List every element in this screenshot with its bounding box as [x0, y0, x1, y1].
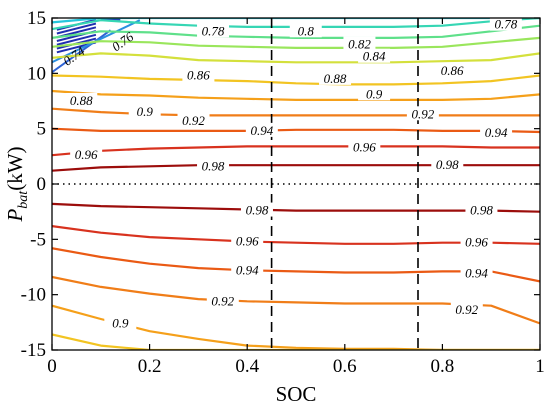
y-tick-label: -5 — [30, 229, 46, 250]
contour-label: 0.82 — [348, 37, 371, 52]
contour-label: 0.98 — [436, 157, 459, 172]
contour-label-bg — [240, 202, 273, 217]
y-tick-label: 10 — [27, 63, 46, 84]
contour-label: 0.98 — [246, 203, 269, 218]
marker-layer — [52, 18, 540, 350]
contour-label-bg — [460, 265, 493, 280]
contour-label-bg — [182, 67, 215, 82]
x-axis-title: SOC — [276, 382, 317, 406]
contour-label: 0.92 — [211, 293, 234, 308]
contour-label-layer: 0.740.76 0.78 0.780.80.820.840.86 0.860.880… — [60, 16, 522, 330]
y-axis-title: Pbat(kW) — [3, 146, 31, 222]
contour-label: 0.92 — [455, 302, 478, 317]
contour-label: 0.8 — [298, 23, 315, 38]
contour-line-0.86 — [52, 52, 540, 64]
contour-label-bg — [70, 147, 103, 162]
contour-label-bg — [65, 93, 98, 107]
contour-label: 0.94 — [465, 266, 488, 281]
contour-label-bg — [197, 23, 230, 38]
contour-label-bg — [177, 112, 210, 127]
contour-label: 0.94 — [485, 125, 508, 140]
contour-label-bg — [197, 158, 230, 173]
corner-hatch — [56, 22, 97, 35]
contour-line-0.82 — [52, 24, 540, 40]
contour-label-bg — [358, 48, 391, 63]
contour-label: 0.9 — [366, 86, 383, 101]
x-tick-label: 0.6 — [333, 356, 357, 377]
contour-label-bg — [460, 234, 493, 249]
y-axis-title-main: P — [3, 209, 27, 223]
contour-label-bg — [206, 293, 239, 308]
contour-line-0.94 — [52, 247, 540, 283]
contour-line-0.98 — [52, 202, 540, 213]
contour-label-bg — [343, 36, 376, 51]
contour-label: 0.96 — [353, 139, 376, 154]
contour-label: 0.78 — [202, 23, 225, 38]
contour-line-0.74 — [52, 29, 112, 74]
contour-label-bg — [450, 302, 483, 317]
contour-label-bg — [289, 23, 322, 38]
contour-label-bg — [104, 315, 137, 330]
contour-line-0.94 — [52, 127, 540, 134]
contour-label-bg — [489, 16, 522, 31]
contour-label: 0.88 — [324, 71, 347, 86]
contour-label: 0.86 — [187, 68, 210, 83]
contour-label-bg — [431, 157, 464, 172]
contour-label: 0.88 — [70, 93, 93, 108]
contour-label: 0.92 — [412, 106, 435, 121]
x-tick-label: 1 — [535, 356, 545, 377]
y-tick-label: 0 — [37, 174, 47, 195]
contour-label-bg — [406, 106, 439, 121]
y-tick-label: -15 — [21, 340, 46, 361]
contour-label-bg — [436, 63, 469, 78]
y-axis-title-sub: bat — [16, 190, 31, 209]
contour-label-bg — [245, 122, 278, 137]
contour-line-0.88 — [52, 74, 540, 86]
contour-label: 0.96 — [75, 147, 98, 162]
x-tick-label: 0.4 — [235, 356, 259, 377]
contour-label: 0.98 — [202, 158, 225, 173]
contour-label: 0.92 — [182, 113, 205, 128]
x-tick-label: 0 — [47, 356, 57, 377]
contour-line-0.9 — [52, 89, 540, 102]
contour-label: 0.94 — [250, 123, 273, 138]
contour-line-0.96 — [52, 225, 540, 245]
contour-label: 0.86 — [441, 63, 464, 78]
contour-label: 0.9 — [112, 315, 129, 330]
corner-hatch — [56, 33, 97, 46]
y-tick-label: -10 — [21, 285, 46, 306]
contour-label: 0.84 — [363, 49, 386, 64]
contour-label: 0.9 — [137, 104, 154, 119]
y-axis-title-unit: (kW) — [3, 146, 27, 190]
contour-label-bg — [480, 125, 513, 140]
y-tick-label: 15 — [27, 8, 46, 29]
contour-label-bg — [348, 139, 381, 154]
y-tick-label: 5 — [37, 119, 47, 140]
contour-line-0.88 — [52, 333, 540, 350]
contour-line-0.84 — [52, 36, 540, 50]
contour-label-bg — [319, 70, 352, 85]
contour-label-bg — [128, 104, 161, 119]
x-axis: 0 0.2 0.4 0.6 0.8 1 — [47, 18, 545, 377]
contour-label-bg — [465, 202, 498, 217]
x-tick-label: 0.8 — [431, 356, 455, 377]
contour-label: 0.78 — [494, 17, 517, 32]
contour-label-bg — [231, 262, 264, 277]
contour-label: 0.96 — [236, 234, 259, 249]
contour-label: 0.98 — [470, 203, 493, 218]
contour-line-0.96 — [52, 145, 540, 157]
contour-label: 0.96 — [465, 235, 488, 250]
y-axis: -15 -10 -5 0 5 10 15 — [21, 8, 540, 361]
contour-label-bg — [358, 86, 391, 101]
contour-label-bg — [231, 233, 264, 248]
contour-label: 0.94 — [236, 262, 259, 277]
x-tick-label: 0.2 — [138, 356, 162, 377]
